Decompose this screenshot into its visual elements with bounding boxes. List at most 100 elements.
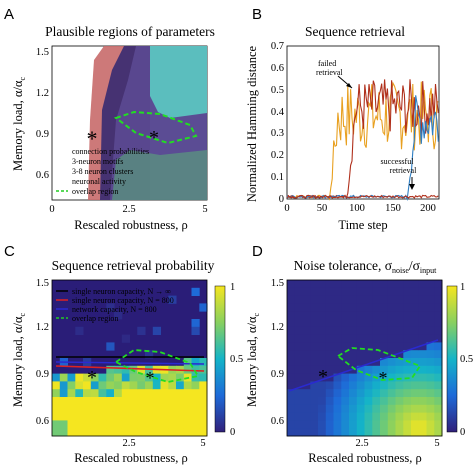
heatmap-cell-c [168,428,177,437]
heatmap-cell-c [52,389,61,398]
heatmap-cell-d [411,389,420,398]
heatmap-cell-d [287,428,296,437]
heatmap-cell-c [152,412,161,421]
heatmap-cell-c [137,420,146,429]
heatmap-cell-d [287,295,296,304]
heatmap-cell-c [183,397,192,406]
heatmap-cell-d [333,381,342,390]
heatmap-cell-c [137,404,146,413]
heatmap-cell-c [106,389,115,398]
heatmap-cell-c [191,287,200,296]
heatmap-cell-d [364,319,373,328]
b-ytick-7: 0.7 [271,41,284,52]
heatmap-cell-c [199,358,208,367]
heatmap-cell-d [294,350,303,359]
heatmap-cell-d [372,280,381,289]
heatmap-cell-d [434,295,443,304]
heatmap-cell-c [160,397,169,406]
heatmap-cell-d [403,389,412,398]
heatmap-cell-c [129,412,138,421]
heatmap-cell-d [426,303,435,312]
heatmap-cell-d [372,287,381,296]
panel-c-colorbar [214,285,226,433]
a-ytick-2: 1.2 [36,88,49,99]
heatmap-cell-d [310,287,319,296]
heatmap-cell-d [349,389,358,398]
heatmap-cell-d [426,365,435,374]
heatmap-cell-c [98,381,107,390]
heatmap-cell-d [403,311,412,320]
heatmap-cell-c [67,420,76,429]
heatmap-cell-d [387,326,396,335]
heatmap-cell-c [98,397,107,406]
heatmap-cell-d [356,373,365,382]
heatmap-cell-d [341,311,350,320]
heatmap-cell-d [426,358,435,367]
heatmap-cell-d [364,412,373,421]
legend-a-item-1: connection probabilities [72,147,149,156]
heatmap-cell-d [372,303,381,312]
heatmap-cell-c [199,404,208,413]
heatmap-cell-d [318,319,327,328]
heatmap-cell-d [287,397,296,406]
heatmap-cell-c [98,389,107,398]
heatmap-cell-d [387,373,396,382]
heatmap-cell-d [395,389,404,398]
heatmap-cell-c [98,373,107,382]
heatmap-cell-d [349,428,358,437]
heatmap-cell-d [310,373,319,382]
heatmap-cell-c [168,412,177,421]
heatmap-cell-d [356,326,365,335]
b-ytick-0: 0 [279,194,284,205]
heatmap-cell-c [75,412,84,421]
svg-text:Memory load, α/αc: Memory load, α/αc [11,77,27,172]
line-network-capacity [55,361,205,365]
heatmap-cell-d [387,381,396,390]
heatmap-cell-d [411,358,420,367]
heatmap-cell-d [325,412,334,421]
heatmap-cell-c [191,381,200,390]
heatmap-cell-c [75,397,84,406]
boundary-line-d [288,339,439,392]
annotation-failed-arrowhead [346,83,352,88]
heatmap-cell-d [387,397,396,406]
heatmap-cell-d [325,420,334,429]
heatmap-cell-c [106,303,115,312]
heatmap-cell-d [395,404,404,413]
panel-d-title-sub2: input [420,266,437,275]
heatmap-cell-d [434,389,443,398]
heatmap-cell-c [191,428,200,437]
svg-text:Memory load, α/αc: Memory load, α/αc [11,313,27,408]
c-ytick-0: 0.6 [36,416,49,427]
d-cbar-tick-0: 0 [460,427,465,438]
heatmap-cell-d [287,319,296,328]
heatmap-cell-d [434,420,443,429]
heatmap-cell-c [106,397,115,406]
heatmap-cell-d [380,404,389,413]
heatmap-cell-c [114,365,123,374]
heatmap-cell-c [145,404,154,413]
a-xlabel: Rescaled robustness, ρ [74,218,188,232]
heatmap-cell-d [318,287,327,296]
heatmap-cell-d [411,381,420,390]
b-ytick-2: 0.2 [271,150,284,161]
heatmap-cell-c [67,404,76,413]
heatmap-cell-d [333,428,342,437]
heatmap-cell-d [356,303,365,312]
a-ytick-3: 1.5 [36,47,49,58]
heatmap-cell-d [418,397,427,406]
heatmap-cell-d [341,420,350,429]
heatmap-cell-d [318,412,327,421]
d-xlabel: Rescaled robustness, ρ [308,451,422,465]
heatmap-cell-c [152,428,161,437]
heatmap-cell-d [287,389,296,398]
heatmap-cell-d [356,428,365,437]
heatmap-cell-d [387,412,396,421]
heatmap-cell-c [114,373,123,382]
d-cbar-tick-1: 0.5 [460,354,473,365]
heatmap-cell-d [403,280,412,289]
heatmap-cell-d [387,358,396,367]
heatmap-cell-c [90,412,99,421]
panel-a: A Plausible regions of parameters * * co… [4,6,215,232]
heatmap-cell-d [318,311,327,320]
